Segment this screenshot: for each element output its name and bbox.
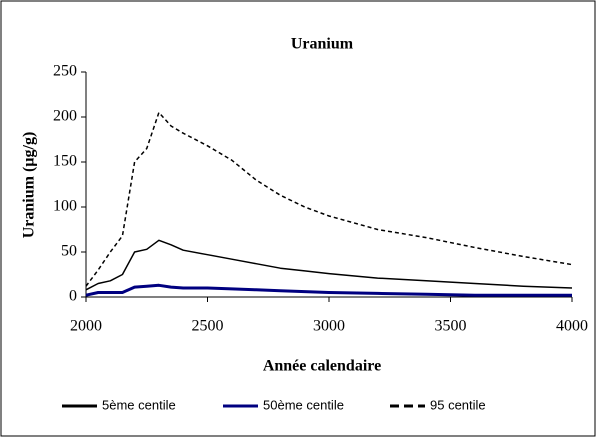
y-tick-label: 250 [53, 63, 77, 80]
legend-label: 95 centile [430, 397, 486, 412]
x-tick-label: 2000 [70, 318, 102, 335]
y-tick-label: 100 [53, 198, 77, 215]
y-tick-label: 50 [61, 243, 77, 260]
x-tick-label: 3500 [435, 318, 467, 335]
legend-label: 50ème centile [263, 397, 344, 412]
x-tick-label: 2500 [192, 318, 224, 335]
line-series [85, 239, 573, 291]
chart-title: Uranium [291, 36, 354, 53]
y-tick-label: 200 [53, 108, 77, 125]
y-tick-label: 0 [69, 288, 77, 305]
x-tick-label: 4000 [556, 318, 588, 335]
y-axis-label: Uranium (µg/g) [21, 132, 38, 239]
y-tick-label: 150 [53, 153, 77, 170]
x-tick-label: 3000 [313, 318, 345, 335]
x-axis-label: Année calendaire [263, 358, 381, 375]
legend-label: 5ème centile [102, 397, 176, 412]
line-series [85, 283, 572, 297]
line-series [85, 111, 573, 287]
